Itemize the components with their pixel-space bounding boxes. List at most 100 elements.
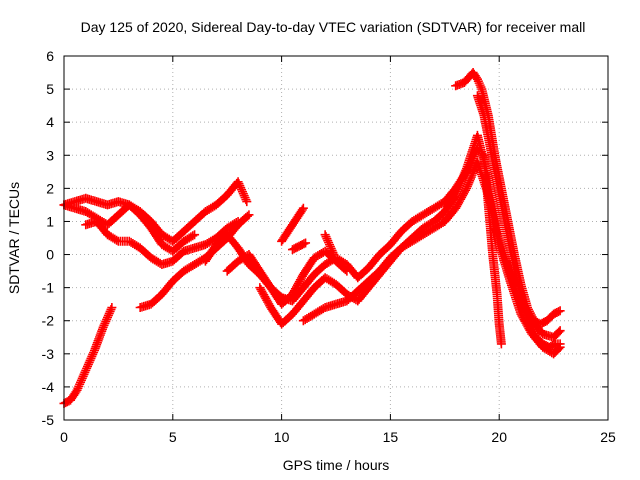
data-point [298, 203, 308, 213]
series-track-3 [81, 216, 243, 269]
data-point [554, 327, 564, 337]
series-track-10 [451, 68, 565, 329]
data-point [329, 250, 339, 260]
data-point [321, 232, 331, 242]
data-point [233, 177, 243, 187]
y-tick-label: -5 [42, 412, 55, 428]
data-point [244, 210, 254, 220]
data-point [241, 195, 251, 205]
data-point [101, 316, 111, 326]
data-point [84, 357, 94, 367]
data-point [107, 302, 117, 312]
data-point [553, 307, 563, 317]
y-tick-label: 1 [46, 213, 54, 229]
data-point [474, 78, 484, 88]
series-track-1 [59, 177, 252, 246]
y-tick-label: -3 [42, 346, 55, 362]
data-point [106, 304, 116, 314]
data-point [327, 246, 337, 256]
data-point [555, 306, 565, 316]
y-tick-label: -1 [42, 280, 55, 296]
data-point [86, 353, 96, 363]
y-tick-label: 3 [46, 147, 54, 163]
data-point [237, 187, 247, 197]
chart-title: Day 125 of 2020, Sidereal Day-to-day VTE… [81, 19, 586, 35]
y-tick-label: 0 [46, 247, 54, 263]
plot-frame [63, 55, 609, 421]
x-tick-label: 5 [169, 429, 177, 445]
data-point [323, 236, 333, 246]
x-tick-label: 25 [600, 429, 616, 445]
data-point [320, 230, 330, 240]
data-point [99, 320, 109, 330]
data-point [239, 191, 249, 201]
data-point [473, 76, 483, 86]
series-track-15 [320, 230, 339, 260]
data-point [89, 347, 99, 357]
data-point [555, 339, 565, 349]
series-track-4 [59, 302, 117, 408]
y-tick-label: 2 [46, 180, 54, 196]
data-point [326, 244, 336, 254]
data-point [238, 189, 248, 199]
y-tick-label: 6 [46, 48, 54, 64]
y-tick-label: -2 [42, 313, 55, 329]
data-point [82, 363, 92, 373]
data-point [476, 82, 486, 92]
data-point [554, 344, 564, 354]
x-tick-label: 15 [383, 429, 399, 445]
data-point [236, 183, 246, 193]
data-point [88, 349, 98, 359]
data-point [555, 326, 565, 336]
series-track-14 [287, 238, 311, 255]
data-point [104, 308, 114, 318]
data-point [472, 74, 482, 84]
data-point [190, 230, 200, 240]
data-point [496, 339, 506, 349]
grid [64, 56, 608, 420]
data-points [59, 68, 565, 408]
data-point [112, 235, 122, 245]
data-point [100, 318, 110, 328]
data-point [237, 185, 247, 195]
data-point [328, 248, 338, 258]
y-tick-label: 5 [46, 81, 54, 97]
data-point [242, 197, 252, 207]
data-point [475, 80, 485, 90]
y-tick-label: 4 [46, 114, 54, 130]
data-point [80, 367, 90, 377]
axis-ticks: 0 5 10 15 20 25 -5 -4 -3 -2 -1 0 1 2 3 4 5 6 [42, 48, 616, 445]
data-point [322, 234, 332, 244]
data-point [324, 238, 334, 248]
x-tick-label: 20 [491, 429, 507, 445]
data-point [325, 242, 335, 252]
data-point [83, 359, 93, 369]
data-point [103, 310, 113, 320]
y-axis-label: SDTVAR / TECUs [6, 182, 22, 294]
data-point [87, 351, 97, 361]
data-point [83, 361, 93, 371]
data-point [73, 383, 83, 393]
data-point [299, 239, 309, 249]
x-axis-label: GPS time / hours [283, 457, 390, 473]
data-point [98, 322, 108, 332]
data-point [105, 306, 115, 316]
series-track-9 [298, 157, 565, 359]
data-point [76, 377, 86, 387]
x-tick-label: 0 [60, 429, 68, 445]
y-tick-label: -4 [42, 379, 55, 395]
data-point [324, 240, 334, 250]
series-track-2 [59, 193, 200, 256]
data-point [102, 314, 112, 324]
data-point [240, 193, 250, 203]
series-track-12 [479, 150, 506, 349]
series-track-11 [472, 91, 565, 352]
data-point [75, 379, 85, 389]
data-point [188, 231, 198, 241]
data-point [297, 205, 307, 215]
data-point [242, 211, 252, 221]
data-point [76, 375, 86, 385]
data-point [81, 365, 91, 375]
data-point [85, 355, 95, 365]
data-point [103, 312, 113, 322]
